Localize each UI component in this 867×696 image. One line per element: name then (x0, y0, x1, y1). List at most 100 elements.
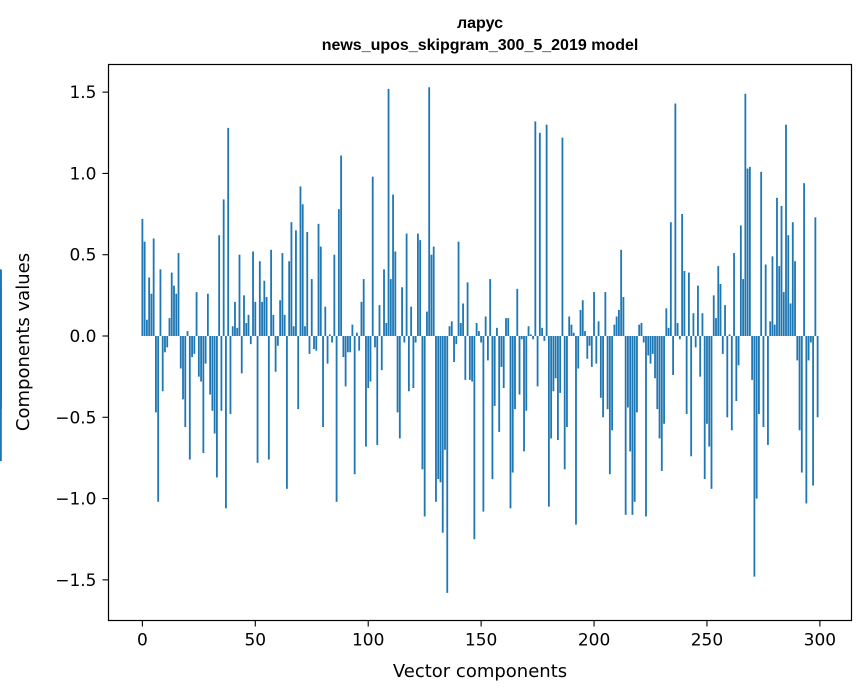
bar (229, 336, 232, 415)
x-tick-label: 50 (244, 631, 266, 651)
bar (712, 295, 715, 336)
bar (227, 127, 230, 336)
bar (629, 336, 632, 452)
bar (446, 336, 449, 593)
bar (715, 318, 717, 336)
bar (295, 230, 297, 336)
bar (191, 336, 193, 358)
bar (514, 336, 516, 410)
bar (593, 292, 595, 336)
bar (769, 321, 772, 336)
bar (640, 322, 643, 336)
bar (525, 336, 528, 411)
bar (656, 336, 659, 410)
bar (748, 166, 751, 336)
bar (222, 199, 225, 336)
bar (383, 269, 385, 336)
bar (202, 336, 205, 454)
y-tick-label: −1.5 (55, 571, 96, 591)
bar (270, 249, 273, 336)
bar (288, 261, 291, 336)
bar (141, 218, 144, 336)
bar (475, 322, 478, 336)
bar (649, 336, 652, 364)
y-tick-label: 1.0 (69, 164, 96, 184)
bar (703, 336, 706, 480)
bar (394, 251, 397, 336)
bar (660, 336, 663, 471)
bar (692, 313, 695, 336)
bar (480, 336, 483, 343)
bar (177, 253, 180, 336)
x-tick-label: 0 (137, 631, 148, 651)
bar (706, 336, 708, 424)
bar (0, 269, 2, 336)
bar (498, 336, 501, 432)
bar (152, 238, 155, 336)
bar (746, 168, 749, 336)
bar (313, 336, 315, 350)
bar (697, 285, 699, 336)
bar (581, 300, 584, 336)
bar (231, 326, 234, 336)
bar (317, 223, 320, 336)
bar (468, 336, 471, 380)
bar (209, 336, 212, 395)
bar (699, 336, 702, 377)
bar (638, 324, 641, 336)
bar (809, 336, 812, 343)
bar (410, 306, 413, 336)
bar (432, 246, 435, 336)
bar (733, 253, 735, 336)
bar (794, 261, 796, 336)
bar (758, 336, 760, 415)
bar (796, 336, 799, 361)
bar (742, 279, 745, 336)
bar (730, 336, 733, 431)
bar (807, 336, 810, 361)
bar (798, 336, 801, 431)
bar (344, 336, 347, 387)
bar (155, 336, 157, 413)
bar (710, 336, 713, 489)
x-tick-label: 300 (804, 631, 836, 651)
bar (611, 336, 614, 431)
bar (622, 296, 625, 336)
bar (584, 331, 586, 336)
bar (376, 336, 379, 445)
bar (701, 313, 704, 336)
bar (328, 334, 331, 336)
bar (586, 336, 589, 359)
bar (484, 316, 487, 336)
bar (561, 137, 564, 336)
bar (814, 217, 817, 336)
x-axis-label: Vector components (393, 661, 567, 682)
bar (188, 336, 191, 460)
bar (631, 336, 634, 515)
bar (694, 336, 697, 348)
bar (428, 87, 431, 336)
bar (459, 322, 462, 336)
bar (520, 336, 523, 340)
bar (455, 336, 458, 345)
chart-title: ларус (457, 15, 503, 32)
bar (360, 301, 363, 336)
bar (414, 336, 417, 343)
bar (182, 336, 184, 400)
y-tick-label: 1.5 (69, 83, 96, 103)
bar (507, 318, 510, 336)
bar (197, 336, 200, 377)
bar (261, 301, 263, 336)
bar (249, 336, 252, 345)
bar (243, 295, 245, 336)
bar (380, 336, 383, 371)
bar (301, 204, 304, 336)
bar (279, 300, 282, 336)
bar (403, 336, 406, 343)
bar (588, 336, 591, 346)
bar (764, 264, 767, 336)
bar (708, 336, 711, 447)
bar (220, 336, 223, 411)
bar (315, 336, 318, 351)
bar (371, 176, 374, 336)
